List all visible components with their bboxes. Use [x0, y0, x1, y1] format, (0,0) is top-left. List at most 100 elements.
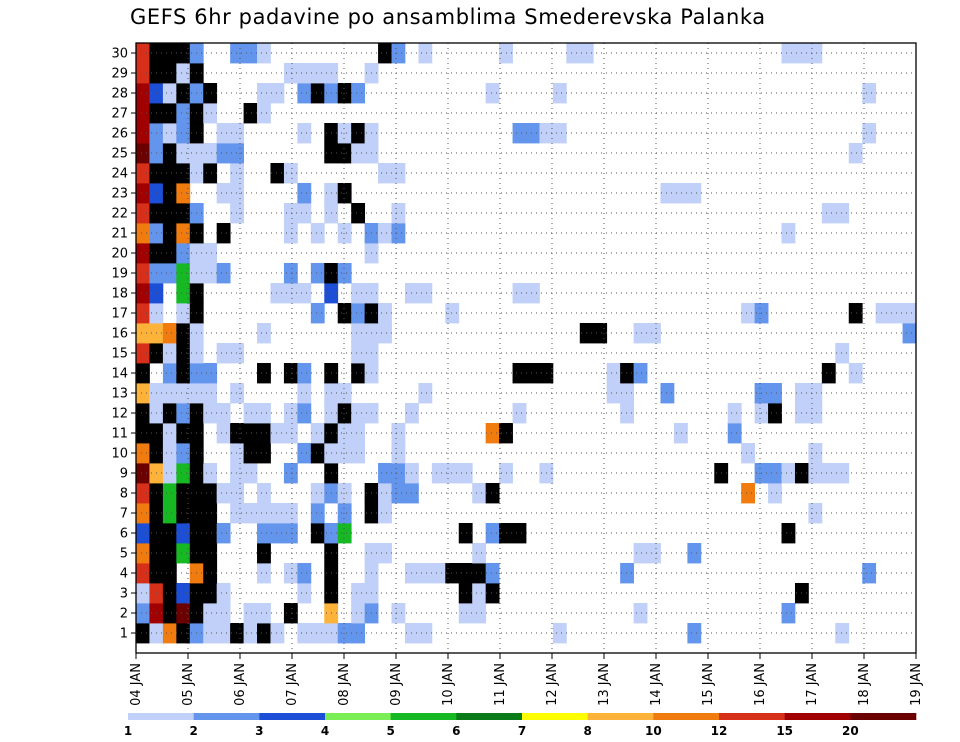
- heatmap-cell: [351, 623, 366, 644]
- y-tick-label: 15: [111, 347, 128, 362]
- heatmap-cell: [136, 243, 150, 264]
- heatmap-cell: [162, 363, 177, 384]
- heatmap-cell: [808, 503, 823, 524]
- heatmap-cell: [283, 423, 298, 444]
- heatmap-cell: [162, 503, 177, 524]
- heatmap-cell: [162, 343, 177, 364]
- heatmap-cell: [808, 43, 823, 64]
- heatmap-cell: [270, 523, 285, 544]
- heatmap-cell: [445, 303, 460, 324]
- heatmap-cell: [203, 623, 218, 644]
- heatmap-cell: [297, 623, 312, 644]
- legend-label: 1: [124, 724, 132, 738]
- heatmap-cell: [243, 103, 258, 124]
- x-axis-ticks: 04 JAN 05 JAN 06 JAN 07 JAN 08 JAN 09 JAN 10 J…: [129, 653, 924, 706]
- heatmap-cell: [297, 443, 312, 464]
- legend-label: 2: [189, 724, 197, 738]
- heatmap-cell: [835, 463, 850, 484]
- heatmap-cell: [230, 123, 244, 144]
- heatmap-cell: [848, 363, 863, 384]
- heatmap-cell: [162, 243, 177, 264]
- x-tick-label: 15 JAN: [701, 663, 716, 706]
- heatmap-cell: [176, 443, 191, 464]
- x-tick-label: 12 JAN: [545, 663, 560, 706]
- heatmap-cell: [768, 383, 782, 404]
- heatmap-cell: [297, 203, 312, 224]
- y-tick-label: 23: [111, 187, 128, 202]
- heatmap-cell: [257, 443, 271, 464]
- heatmap-cell: [257, 403, 271, 424]
- heatmap-cell: [337, 483, 352, 504]
- heatmap-cell: [176, 123, 191, 144]
- heatmap-cell: [310, 303, 325, 324]
- x-tick-label: 13 JAN: [597, 663, 612, 706]
- heatmap-cell: [136, 403, 150, 424]
- legend-label: 12: [711, 724, 728, 738]
- heatmap-cell: [176, 103, 191, 124]
- heatmap-cell: [176, 63, 191, 84]
- heatmap-cell: [243, 603, 258, 624]
- heatmap-cell: [391, 43, 406, 64]
- heatmap-cell: [848, 143, 863, 164]
- y-tick-label: 7: [120, 507, 128, 522]
- heatmap-cell: [243, 403, 258, 424]
- x-tick-label: 06 JAN: [233, 663, 248, 706]
- heatmap-cell: [351, 423, 366, 444]
- heatmap-cell: [351, 603, 366, 624]
- y-tick-label: 30: [111, 47, 128, 62]
- heatmap-cell: [808, 383, 823, 404]
- heatmap-cell: [418, 43, 433, 64]
- heatmap-cell: [176, 263, 191, 284]
- heatmap-cell: [687, 543, 702, 564]
- heatmap-cell: [472, 483, 487, 504]
- x-tick-label: 18 JAN: [857, 663, 872, 706]
- heatmap-cell: [445, 463, 460, 484]
- legend-label: 15: [776, 724, 793, 738]
- legend-label: 8: [583, 724, 591, 738]
- y-tick-label: 4: [120, 567, 128, 582]
- heatmap-cell: [337, 503, 352, 524]
- heatmap-cell: [391, 203, 406, 224]
- x-tick-label: 07 JAN: [285, 663, 300, 706]
- heatmap-cell: [391, 423, 406, 444]
- heatmap-cell: [472, 543, 487, 564]
- y-tick-label: 19: [111, 267, 128, 282]
- heatmap-cell: [673, 423, 688, 444]
- heatmap-cell: [485, 423, 500, 444]
- y-tick-label: 8: [120, 487, 128, 502]
- heatmap-cell: [620, 363, 634, 384]
- heatmap-cell: [552, 83, 567, 104]
- heatmap-cell: [203, 543, 218, 564]
- heatmap-cell: [337, 443, 352, 464]
- y-tick-label: 26: [111, 127, 128, 142]
- y-axis-ticks: 1234567891011121314151617181920212223242…: [111, 47, 136, 642]
- y-tick-label: 22: [111, 207, 128, 222]
- heatmap-cell: [768, 403, 782, 424]
- y-tick-label: 28: [111, 87, 128, 102]
- heatmap-cell: [458, 603, 473, 624]
- heatmap-cell: [418, 623, 433, 644]
- heatmap-cell: [136, 323, 150, 344]
- heatmap-cell: [203, 263, 218, 284]
- heatmap-cell: [485, 83, 500, 104]
- heatmap-cell: [418, 283, 433, 304]
- legend-swatch: [325, 713, 391, 720]
- heatmap-cell: [257, 323, 271, 344]
- heatmap-cell: [216, 483, 231, 504]
- heatmap-cell: [162, 523, 177, 544]
- heatmap-cell: [781, 223, 796, 244]
- heatmap-cell: [216, 263, 231, 284]
- heatmap-cell: [176, 203, 191, 224]
- heatmap-cell: [136, 123, 150, 144]
- heatmap-cell: [283, 403, 298, 424]
- heatmap-cell: [136, 543, 150, 564]
- heatmap-cell: [378, 503, 392, 524]
- heatmap-cell: [162, 83, 177, 104]
- heatmap-cell: [378, 303, 392, 324]
- heatmap-cell: [310, 623, 325, 644]
- heatmap-cell: [283, 363, 298, 384]
- heatmap-cell: [418, 563, 433, 584]
- heatmap-cell: [162, 423, 177, 444]
- heatmap-cell: [176, 303, 191, 324]
- heatmap-cell: [176, 423, 191, 444]
